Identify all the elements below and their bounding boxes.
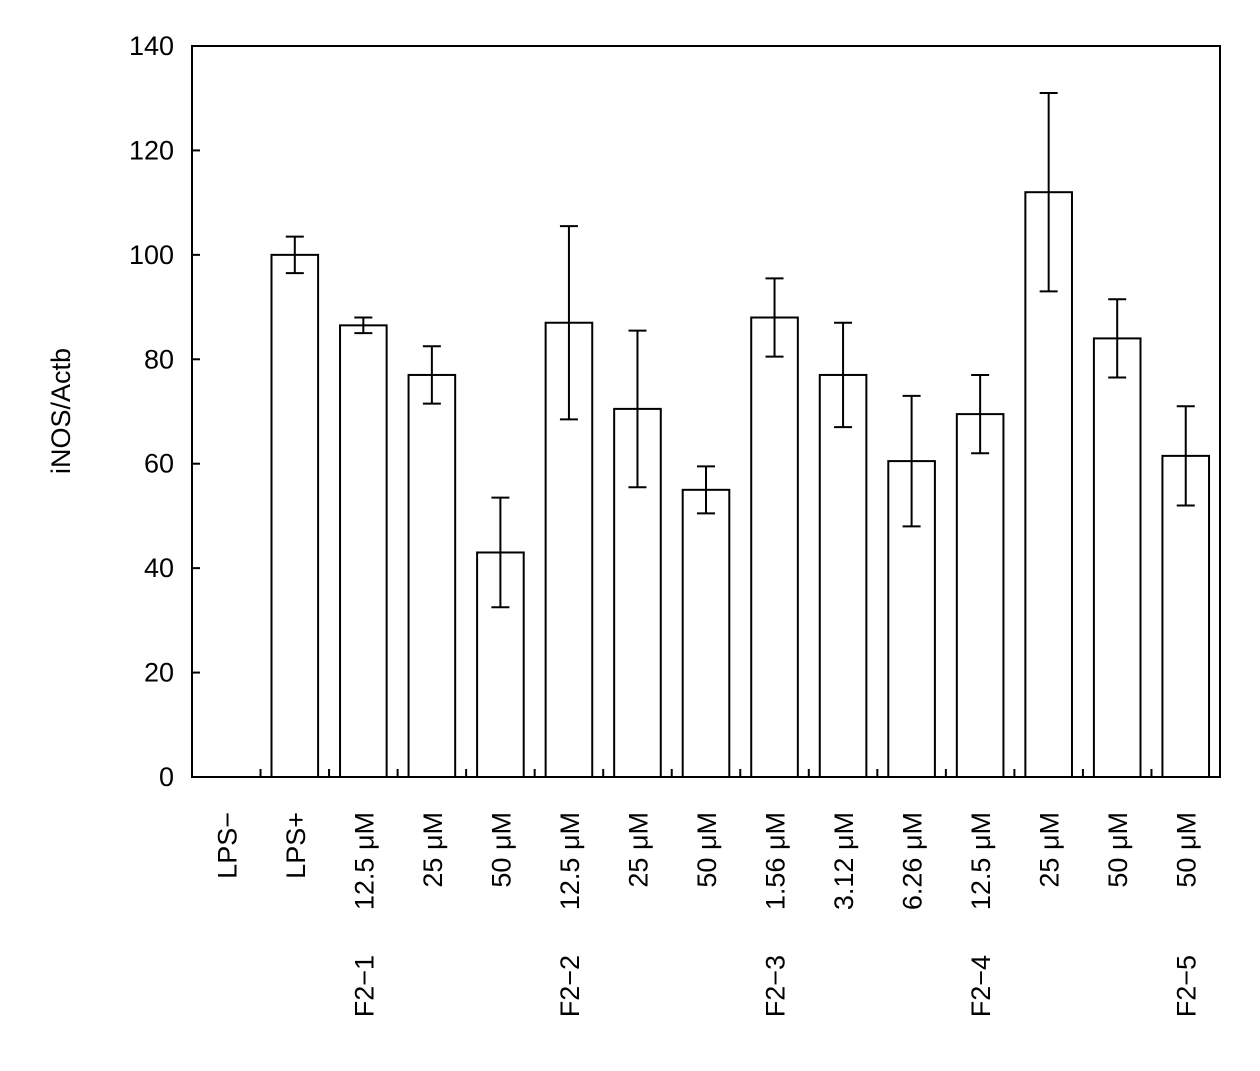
category-label: 25 μM xyxy=(623,812,653,888)
y-axis-label: iNOS/Actb xyxy=(46,348,76,474)
category-label: 12.5 μM xyxy=(966,812,996,910)
category-label: 50 μM xyxy=(1172,812,1202,888)
category-label: 50 μM xyxy=(1103,812,1133,888)
bar xyxy=(751,318,798,777)
group-label: F2−2 xyxy=(555,955,585,1017)
category-label: 12.5 μM xyxy=(349,812,379,910)
category-label: 6.26 μM xyxy=(898,812,928,910)
category-label: 25 μM xyxy=(418,812,448,888)
group-labels: F2−1 F2−2 F2−3 F2−4 F2−5 xyxy=(349,955,1201,1017)
y-tick-label: 20 xyxy=(144,658,174,688)
y-tick-label: 100 xyxy=(129,240,174,270)
y-tick-label: 60 xyxy=(144,449,174,479)
y-tick-label: 40 xyxy=(144,553,174,583)
bar xyxy=(820,375,867,777)
y-tick-label: 80 xyxy=(144,344,174,374)
bar xyxy=(340,325,387,777)
bar xyxy=(1094,338,1141,777)
category-label: 12.5 μM xyxy=(555,812,585,910)
category-label: 1.56 μM xyxy=(761,812,791,910)
category-label: 50 μM xyxy=(692,812,722,888)
category-labels: LPS− LPS+ 12.5 μM 25 μM 50 μM 12.5 μM 25 μM 50 … xyxy=(212,812,1201,910)
bar xyxy=(271,255,318,777)
y-tick-label: 0 xyxy=(159,762,174,792)
bar xyxy=(683,490,730,777)
category-label: LPS+ xyxy=(281,812,311,879)
bar xyxy=(409,375,456,777)
bar xyxy=(957,414,1004,777)
y-tick-label: 140 xyxy=(129,31,174,61)
category-label: 25 μM xyxy=(1035,812,1065,888)
y-axis: 0 20 40 60 80 100 120 140 xyxy=(129,31,200,792)
group-label: F2−4 xyxy=(966,955,996,1017)
group-label: F2−1 xyxy=(349,955,379,1017)
y-tick-label: 120 xyxy=(129,135,174,165)
group-label: F2−3 xyxy=(761,955,791,1017)
group-label: F2−5 xyxy=(1172,955,1202,1017)
category-label: LPS− xyxy=(212,812,242,879)
category-label: 50 μM xyxy=(486,812,516,888)
category-label: 3.12 μM xyxy=(829,812,859,910)
